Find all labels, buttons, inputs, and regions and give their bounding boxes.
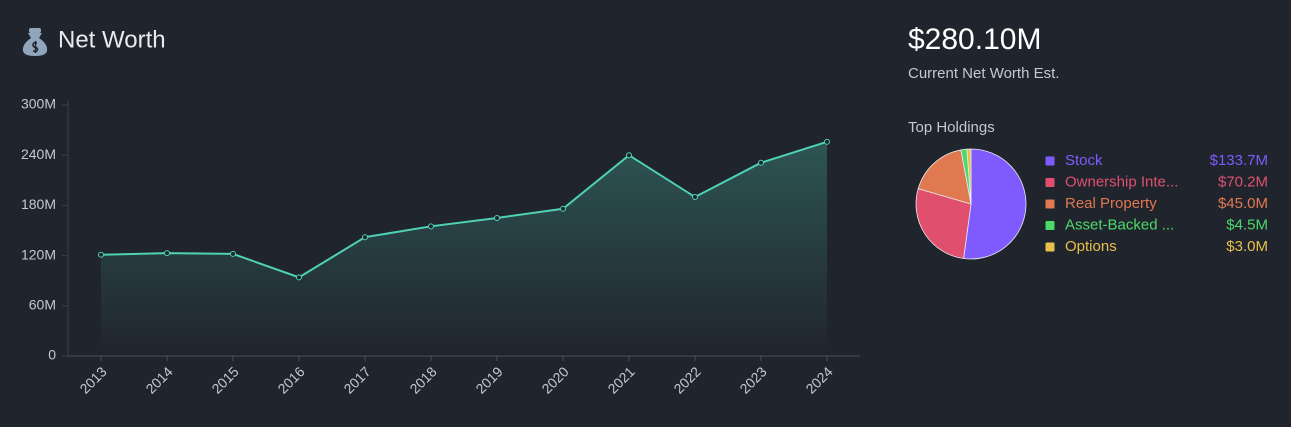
legend-swatch: [1044, 241, 1056, 253]
legend-value: $45.0M: [1218, 195, 1268, 212]
legend-swatch: [1044, 198, 1056, 210]
legend-label: Ownership Inte...: [1065, 173, 1178, 190]
legend-swatch: [1044, 177, 1056, 188]
pie-slice: [963, 148, 1027, 260]
point: [362, 234, 368, 241]
y-tick-label: 120M: [21, 246, 56, 262]
point: [824, 138, 830, 145]
legend-label: Asset-Backed ...: [1065, 216, 1174, 233]
y-tick-label: 300M: [21, 96, 56, 112]
legend-swatch: [1044, 155, 1056, 167]
money-bag-icon: [22, 28, 48, 56]
net-worth-value: $280.10M: [908, 23, 1041, 56]
point: [296, 274, 302, 281]
area-fill: [101, 141, 827, 356]
legend-label: Real Property: [1065, 195, 1157, 212]
y-tick-label: 60M: [29, 297, 56, 313]
point: [626, 152, 632, 159]
y-tick-label: 240M: [21, 146, 56, 162]
pie-slice: [915, 188, 972, 259]
legend-label: Stock: [1065, 152, 1103, 169]
point: [494, 214, 500, 221]
line: [100, 140, 828, 279]
legend-value: $70.2M: [1218, 173, 1268, 190]
widget-title: Net Worth: [58, 26, 166, 53]
point: [758, 159, 764, 166]
point: [428, 223, 434, 230]
point: [230, 250, 236, 257]
point: [98, 251, 104, 258]
legend-swatch: [1044, 220, 1056, 231]
point: [560, 205, 566, 212]
legend-value: $4.5M: [1226, 216, 1268, 233]
y-tick-label: 0: [48, 347, 56, 363]
pie-slice: [917, 149, 972, 205]
legend-label: Options: [1065, 238, 1117, 255]
legend-value: $3.0M: [1226, 238, 1268, 255]
pie-slice: [966, 148, 972, 205]
point: [164, 250, 170, 257]
y-tick-label: 180M: [21, 196, 56, 212]
net-worth-label: Current Net Worth Est.: [908, 65, 1059, 82]
legend-value: $133.7M: [1210, 152, 1268, 169]
pie-title: Top Holdings: [908, 119, 995, 136]
point: [692, 194, 698, 201]
